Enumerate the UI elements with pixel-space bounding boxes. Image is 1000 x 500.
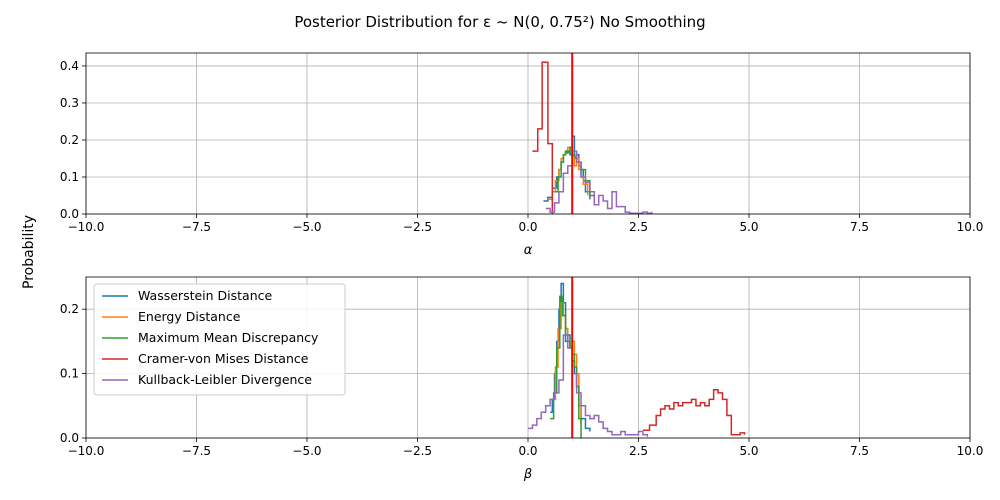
x-tick-label-3: −2.5 xyxy=(403,220,432,234)
panel-1: −10.0 −7.5 −5.0 −2.5 0.0 2.5 5.0 7.5 10.0 0.0 0.1 0… xyxy=(60,52,984,258)
figure-title: Posterior Distribution for ε ~ N(0, 0.75… xyxy=(294,13,705,31)
legend-label-3: Maximum Mean Discrepancy xyxy=(138,330,319,345)
legend: Wasserstein Distance Energy Distance Maxim… xyxy=(93,283,346,396)
x-tick-label-4: 0.0 xyxy=(518,220,537,234)
y-tick-label-1: 0.1 xyxy=(60,367,79,381)
series-1-step-line xyxy=(543,135,591,202)
y-tick-label-1: 0.1 xyxy=(60,170,79,184)
series-4-step-line xyxy=(642,388,746,436)
y-tick-label-0: 0.0 xyxy=(60,207,79,221)
y-tick-label-2: 0.2 xyxy=(60,302,79,316)
x-tick-label-6: 5.0 xyxy=(739,444,758,458)
x-tick-label-3: −2.5 xyxy=(403,444,432,458)
series-5-step-line xyxy=(528,334,649,437)
x-tick-label-2: −5.0 xyxy=(292,444,321,458)
x-tick-label-5: 2.5 xyxy=(629,220,648,234)
legend-label-1: Wasserstein Distance xyxy=(138,288,273,303)
x-tick-label-1: −7.5 xyxy=(182,220,211,234)
legend-label-4: Cramer-von Mises Distance xyxy=(138,351,309,366)
y-tick-label-0: 0.0 xyxy=(60,431,79,445)
x-tick-label-0: −10.0 xyxy=(68,220,105,234)
legend-label-2: Energy Distance xyxy=(138,309,241,324)
x-tick-label-7: 7.5 xyxy=(850,444,869,458)
x-tick-label-8: 10.0 xyxy=(957,444,984,458)
x-tick-label-6: 5.0 xyxy=(739,220,758,234)
x-tick-label-4: 0.0 xyxy=(518,444,537,458)
legend-label-5: Kullback-Leibler Divergence xyxy=(138,372,312,387)
x-tick-label-1: −7.5 xyxy=(182,444,211,458)
x-tick-label-8: 10.0 xyxy=(957,220,984,234)
series-5-step-line xyxy=(545,150,653,215)
x-axis-label: α xyxy=(524,243,533,258)
figure-y-label: Probability xyxy=(21,215,37,289)
y-tick-label-4: 0.4 xyxy=(60,59,79,73)
x-tick-label-0: −10.0 xyxy=(68,444,105,458)
x-tick-label-2: −5.0 xyxy=(292,220,321,234)
x-tick-label-7: 7.5 xyxy=(850,220,869,234)
panel-2: −10.0 −7.5 −5.0 −2.5 0.0 2.5 5.0 7.5 10.0 0.0 0.1 0… xyxy=(60,276,984,482)
x-axis-label: β xyxy=(523,467,532,482)
series-4-step-line xyxy=(532,61,554,214)
y-tick-label-3: 0.3 xyxy=(60,96,79,110)
y-tick-label-2: 0.2 xyxy=(60,133,79,147)
x-tick-label-5: 2.5 xyxy=(629,444,648,458)
legend-box xyxy=(93,283,346,396)
